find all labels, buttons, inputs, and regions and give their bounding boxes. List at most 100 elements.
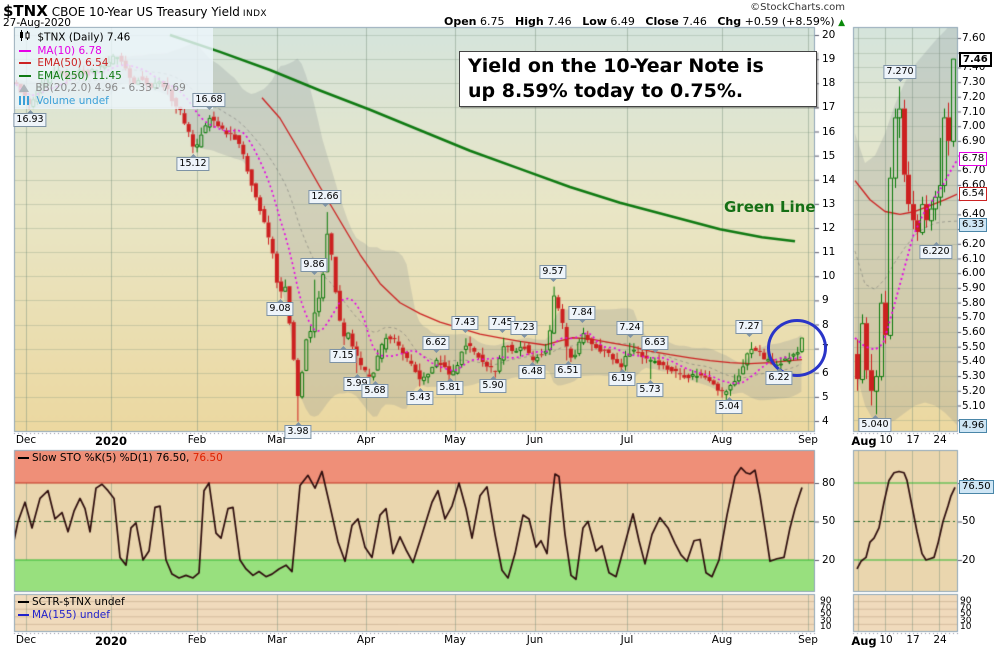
- price-badge: 4.96: [959, 419, 988, 434]
- price-label: 5.90: [479, 376, 507, 394]
- price-label: 9.86: [300, 257, 328, 275]
- mini-price-label: 5.040: [858, 415, 892, 433]
- price-label: 12.66: [308, 190, 342, 208]
- chart-date: 27-Aug-2020: [3, 17, 71, 29]
- mini-price-label: 6.220: [919, 241, 953, 259]
- annotation-line2: up 8.59% today to 0.75%.: [468, 80, 744, 102]
- mini-y-axis-label: 5.50: [962, 340, 986, 353]
- y-axis-label: 13: [822, 197, 836, 210]
- x-axis-label: Dec: [15, 634, 37, 646]
- price-label: 3.98: [284, 422, 312, 440]
- stoch-line-icon: [18, 457, 29, 459]
- y-axis-label: 20: [822, 29, 836, 41]
- price-label: 6.51: [554, 361, 582, 379]
- y-axis-label: 11: [822, 246, 836, 259]
- price-label: 7.43: [451, 316, 479, 334]
- chart-type-icon: [19, 30, 31, 45]
- price-label: 5.43: [406, 387, 434, 405]
- legend-ema250: EMA(250) 11.45: [37, 69, 122, 82]
- y-axis-label: 18: [822, 77, 836, 90]
- legend-ema50: EMA(50) 6.54: [37, 57, 109, 69]
- price-badge: 6.54: [959, 186, 988, 201]
- mini-y-axis-label: 7.60: [962, 32, 986, 44]
- x-axis-label: May: [444, 434, 466, 446]
- y-axis-label: 19: [822, 53, 836, 66]
- sctr-legend: SCTR-$TNX undef MA(155) undef: [18, 596, 125, 621]
- sctr-axis-label: 30: [820, 615, 832, 626]
- highlight-circle: [767, 319, 827, 377]
- price-label: 5.68: [361, 381, 389, 399]
- sctr-axis-label: 90: [820, 596, 832, 606]
- ohlc-quote: Open 6.75 High 7.46 Low 6.49 Close 7.46 …: [444, 15, 845, 28]
- x-axis-label: Apr: [356, 634, 376, 646]
- y-axis-label: 16: [822, 125, 836, 138]
- mini-x-axis-label: 10: [879, 634, 893, 646]
- open-value: 6.75: [480, 15, 505, 28]
- mini-price-label: 7.270: [883, 64, 917, 82]
- x-axis-label: 2020: [94, 634, 128, 648]
- x-axis-label: Sep: [798, 434, 818, 446]
- low-value: 6.49: [610, 15, 635, 28]
- index-name: CBOE 10-Year US Treasury Yield: [51, 5, 240, 19]
- stoch-legend-text: Slow STO %K(5) %D(1) 76.50,: [32, 452, 190, 464]
- price-label: 6.22: [765, 368, 793, 386]
- y-axis-label: 14: [822, 173, 836, 186]
- annotation-box: Yield on the 10-Year Note is up 8.59% to…: [459, 51, 817, 107]
- mini-y-axis-label: 7.30: [962, 76, 986, 89]
- mini-y-axis-label: 7.00: [962, 120, 986, 133]
- chart-legend: $TNX (Daily) 7.46 MA(10) 6.78 EMA(50) 6.…: [15, 28, 213, 109]
- x-axis-label: Apr: [356, 434, 376, 446]
- chg-value: +0.59 (+8.59%): [744, 15, 835, 28]
- bollinger-band-icon: [19, 84, 29, 92]
- x-axis-label: Feb: [187, 634, 207, 646]
- mini-y-axis-label: 6.20: [962, 237, 986, 250]
- mini-y-axis-label: 6.40: [962, 208, 986, 221]
- mini-x-axis-label: 24: [933, 434, 947, 446]
- price-label: 7.24: [616, 320, 644, 338]
- open-label: Open: [443, 15, 477, 28]
- price-label: 15.12: [176, 153, 210, 171]
- y-axis-label: 10: [822, 270, 836, 283]
- sctr-axis-label: 70: [820, 602, 832, 613]
- stoch-legend: Slow STO %K(5) %D(1) 76.50, 76.50: [18, 452, 223, 464]
- mini-y-axis-label: 5.10: [962, 399, 986, 412]
- price-label: 7.15: [329, 346, 357, 363]
- mini-x-axis-label: 10: [879, 434, 893, 446]
- x-axis-label: Jun: [526, 434, 544, 446]
- price-label: 9.08: [266, 299, 294, 317]
- price-badge: 7.46: [959, 51, 992, 67]
- x-axis-label: Dec: [15, 434, 37, 446]
- close-label: Close: [645, 15, 679, 28]
- mini-y-axis-label: 5.60: [962, 326, 986, 338]
- mini-y-axis-label: 5.20: [962, 384, 986, 397]
- low-label: Low: [582, 15, 607, 28]
- price-label: 5.04: [715, 396, 743, 414]
- price-label: 16.93: [13, 110, 47, 128]
- y-axis-label: 9: [822, 294, 829, 307]
- x-axis-label: Jul: [620, 634, 634, 646]
- x-axis-label: May: [444, 634, 466, 646]
- price-label: 6.62: [422, 335, 450, 353]
- sctr-axis-label: 10: [820, 622, 832, 633]
- price-label: 16.68: [192, 93, 226, 111]
- x-axis-label: 2020: [94, 434, 128, 448]
- x-axis-label: Aug: [711, 434, 733, 446]
- legend-title: $TNX (Daily) 7.46: [37, 31, 131, 44]
- y-axis-label: 6: [822, 366, 829, 379]
- x-axis-label: Jul: [620, 434, 634, 446]
- stoch-level-label: 80: [822, 477, 836, 489]
- mini-sctr-axis-label: 10: [960, 622, 972, 633]
- stoch-value-badge: 76.50: [959, 480, 994, 495]
- y-axis-label: 17: [822, 101, 836, 114]
- mini-y-axis-label: 6.10: [962, 252, 986, 265]
- mini-x-axis-label: 24: [933, 634, 947, 646]
- stoch-level-label: 20: [822, 553, 836, 566]
- mini-y-axis-label: 6.70: [962, 164, 986, 177]
- y-axis-label: 12: [822, 222, 836, 234]
- mini-y-axis-label: 5.90: [962, 281, 986, 294]
- chg-label: Chg: [717, 15, 742, 28]
- price-badge: 6.33: [959, 217, 988, 232]
- price-label: 6.48: [518, 362, 546, 380]
- price-label: 5.73: [636, 380, 664, 398]
- ma10-line-icon: [19, 49, 31, 52]
